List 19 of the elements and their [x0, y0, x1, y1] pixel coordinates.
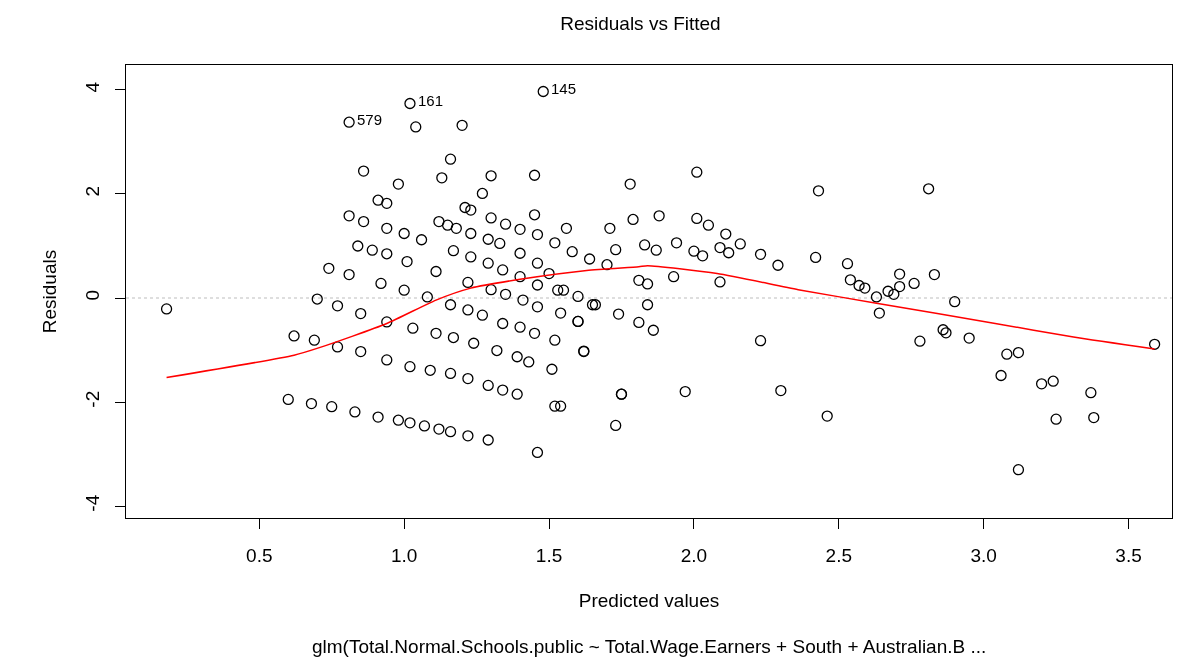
- x-axis-title: Predicted values: [578, 589, 720, 611]
- y-tick-label: -4: [82, 494, 104, 512]
- y-axis-title: Residuals: [39, 249, 61, 334]
- x-tick-label: 3.0: [970, 544, 997, 566]
- x-tick-label: 2.0: [680, 544, 708, 566]
- annotation: 161: [418, 92, 444, 109]
- y-tick-label: -2: [82, 390, 104, 408]
- chart-title: Residuals vs Fitted: [560, 12, 721, 34]
- y-tick-label: 2: [82, 185, 104, 197]
- x-tick-label: 3.5: [1115, 544, 1142, 566]
- x-tick-label: 1.0: [390, 544, 418, 566]
- annotation: 145: [551, 80, 577, 97]
- x-tick-label: 1.5: [535, 544, 563, 566]
- annotation: 579: [357, 111, 383, 128]
- x-tick-label: 2.5: [825, 544, 852, 566]
- y-tick-label: 4: [82, 81, 104, 93]
- y-tick-label: 0: [82, 289, 104, 301]
- text: glm(Total.Normal.Schools.public ~ Total.Wage.Earners + South + Australian.B ...: [312, 636, 987, 657]
- x-tick-label: 0.5: [246, 544, 273, 566]
